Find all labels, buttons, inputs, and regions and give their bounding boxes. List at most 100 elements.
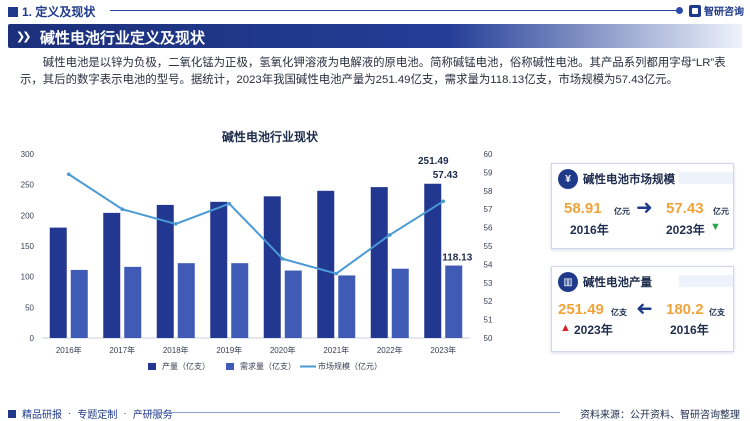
line-market-size	[68, 173, 444, 275]
line-point	[334, 271, 339, 276]
y-left-tick-label: 150	[21, 242, 35, 251]
brand-name: 智研咨询	[704, 7, 744, 18]
bar-demand	[445, 265, 463, 338]
legend-swatch	[148, 363, 156, 370]
top-rule	[110, 10, 680, 11]
footer-rule	[150, 412, 560, 413]
bar-demand	[391, 268, 409, 338]
brand-logo-icon	[689, 4, 701, 17]
y-right-tick-label: 58	[484, 187, 493, 196]
x-tick-label: 2021年	[323, 345, 349, 355]
bar-output	[49, 227, 67, 338]
y-right-tick-label: 54	[484, 260, 493, 269]
footer-link-research[interactable]: 精品研报	[22, 410, 62, 421]
bar-output	[210, 201, 228, 338]
chart-axes: 0 50 100 150 200 250 300 50 51 52 53 54 55 56 57 58 59 60…	[21, 150, 493, 355]
bar-output	[317, 190, 335, 338]
chart-line	[66, 172, 446, 276]
card-ribbon	[679, 275, 733, 287]
card-left-unit: 亿元	[614, 207, 630, 216]
card-left-value: 251.49	[558, 301, 604, 318]
line-point	[227, 201, 232, 206]
line-point	[387, 233, 392, 237]
legend-label: 产量（亿支）	[162, 361, 210, 371]
bar-demand	[124, 266, 142, 338]
bar-output	[370, 187, 388, 338]
data-label-market-size: 57.43	[433, 170, 458, 181]
card-right-year: 2016年	[670, 323, 709, 337]
y-right-tick-label: 55	[484, 242, 493, 251]
bar-demand	[70, 269, 88, 338]
bar-chart-icon: ▥	[558, 272, 578, 292]
y-right-tick-label: 50	[484, 334, 493, 343]
line-point	[173, 222, 178, 226]
y-right-tick-label: 56	[484, 224, 493, 233]
y-right-tick-label: 59	[484, 168, 493, 177]
chart-title: 碱性电池行业现状	[221, 130, 318, 144]
footer-bar: 精品研报 · 专题定制 · 产研服务 资料来源：公开资料、智研咨询整理	[0, 404, 750, 421]
card-right-value: 57.43	[666, 200, 704, 217]
output-card: ▥ 碱性电池产量 251.49 亿支 ▲ 2023年 ➜ 180.2 亿支 20…	[551, 266, 734, 352]
card-ribbon	[679, 172, 733, 184]
data-label-output: 251.49	[418, 156, 449, 167]
market-size-card: ¥ 碱性电池市场规模 58.91 亿元 2016年 ➜ 57.43 亿元 202…	[551, 163, 734, 249]
y-left-tick-label: 200	[21, 211, 35, 220]
y-right-tick-label: 51	[484, 316, 493, 325]
footer-links: 精品研报 · 专题定制 · 产研服务	[8, 406, 173, 421]
bar-output	[263, 196, 281, 338]
card-header: ▥ 碱性电池产量	[558, 271, 652, 293]
bar-output	[156, 204, 174, 338]
card-left-year: 2023年	[574, 323, 613, 337]
bar-output	[103, 212, 121, 338]
x-tick-label: 2018年	[163, 345, 189, 355]
line-point	[280, 257, 285, 261]
left-arrow-icon: ➜	[636, 298, 653, 320]
section-label-text: 1. 定义及现状	[22, 5, 96, 19]
x-tick-label: 2019年	[216, 345, 242, 355]
brand[interactable]: 智研咨询	[689, 3, 744, 18]
trend-up-arrow-icon: ▲	[560, 322, 571, 334]
x-tick-label: 2017年	[109, 345, 135, 355]
y-left-tick-label: 50	[25, 303, 34, 312]
chart-bars	[49, 183, 463, 338]
line-point	[441, 199, 446, 204]
banner-title: 碱性电池行业定义及现状	[40, 30, 206, 47]
card-right-unit: 亿支	[709, 308, 725, 317]
y-right-tick-label: 53	[484, 279, 493, 288]
money-icon: ¥	[558, 169, 578, 189]
card-left-year: 2016年	[570, 223, 609, 237]
y-right-tick-label: 57	[484, 205, 493, 214]
y-left-tick-label: 250	[21, 181, 35, 190]
card-left-value: 58.91	[564, 200, 602, 217]
card-right-unit: 亿元	[713, 207, 729, 216]
card-left-unit: 亿支	[611, 308, 627, 317]
title-banner: ❯❯ 碱性电池行业定义及现状	[8, 24, 742, 48]
section-label: 1. 定义及现状	[8, 3, 95, 20]
combo-chart: 0 50 100 150 200 250 300 50 51 52 53 54 55 56 57 58 59 60…	[21, 150, 493, 371]
card-title: 碱性电池市场规模	[583, 174, 675, 186]
footer-sep: ·	[68, 408, 72, 419]
footer-square-icon	[8, 409, 16, 418]
card-right-value: 180.2	[666, 301, 704, 318]
x-tick-label: 2023年	[430, 345, 456, 355]
card-title: 碱性电池产量	[583, 277, 652, 289]
footer-link-custom[interactable]: 专题定制	[77, 410, 118, 421]
card-right-year: 2023年	[666, 223, 705, 237]
double-chevron-icon: ❯❯	[16, 31, 32, 43]
legend-label: 市场规模（亿元）	[318, 361, 382, 371]
bar-demand	[338, 275, 356, 338]
chart-data-labels: 251.49 57.43 118.13	[418, 156, 473, 264]
bar-demand	[284, 270, 302, 338]
bar-demand	[177, 263, 195, 338]
y-left-tick-label: 100	[21, 273, 35, 282]
right-arrow-icon: ➜	[636, 197, 653, 219]
footer-link-service[interactable]: 产研服务	[132, 410, 173, 421]
trend-down-arrow-icon: ▼	[710, 221, 721, 233]
line-point	[66, 172, 71, 177]
x-tick-label: 2020年	[270, 345, 296, 355]
y-right-tick-label: 52	[484, 297, 493, 306]
top-rule-dot	[676, 7, 683, 14]
footer-source: 资料来源：公开资料、智研咨询整理	[580, 410, 740, 421]
bar-demand	[231, 263, 249, 338]
data-label-demand: 118.13	[442, 253, 472, 264]
